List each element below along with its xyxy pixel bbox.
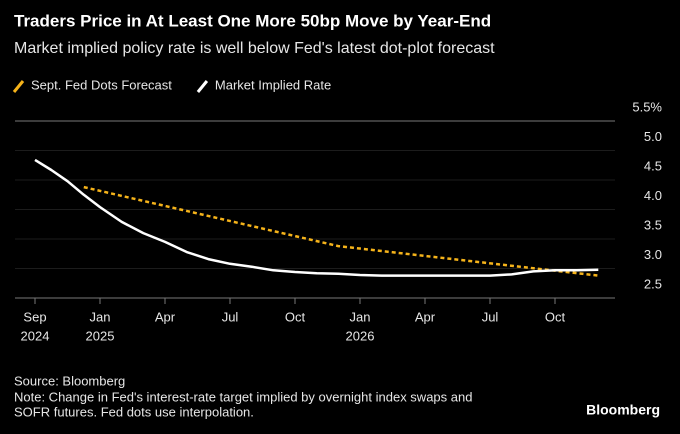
x-tick-label: Jan — [90, 309, 111, 324]
x-tick-year: 2024 — [21, 328, 50, 343]
source: Source: Bloomberg — [14, 373, 125, 388]
y-tick-label: 3.5 — [644, 217, 662, 232]
brand: Bloomberg — [586, 402, 660, 418]
legend-label: Sept. Fed Dots Forecast — [31, 77, 172, 92]
x-tick-label: Apr — [415, 309, 436, 324]
x-tick-year: 2025 — [86, 328, 115, 343]
x-tick-label: Sep — [23, 309, 46, 324]
series-line — [83, 185, 599, 277]
series-line — [34, 158, 599, 277]
x-tick-label: Jan — [350, 309, 371, 324]
chart-title: Traders Price in At Least One More 50bp … — [14, 11, 491, 30]
y-tick-label: 5.0 — [644, 129, 662, 144]
y-tick-label: 2.5 — [644, 276, 662, 291]
legend-swatch — [196, 80, 209, 93]
x-tick-year: 2026 — [346, 328, 375, 343]
y-tick-label: 4.0 — [644, 188, 662, 203]
legend-label: Market Implied Rate — [215, 77, 331, 92]
y-tick-label: 4.5 — [644, 158, 662, 173]
note: Note: Change in Fed's interest-rate targ… — [14, 389, 472, 404]
legend-swatch — [12, 80, 25, 93]
chart-subtitle: Market implied policy rate is well below… — [14, 40, 495, 57]
y-tick-label: 5.5% — [632, 99, 662, 114]
x-tick-label: Jul — [482, 309, 499, 324]
x-tick-label: Oct — [545, 309, 566, 324]
x-tick-label: Apr — [155, 309, 176, 324]
x-tick-label: Oct — [285, 309, 306, 324]
note: SOFR futures. Fed dots use interpolation… — [14, 404, 254, 419]
x-tick-label: Jul — [222, 309, 239, 324]
y-tick-label: 3.0 — [644, 247, 662, 262]
